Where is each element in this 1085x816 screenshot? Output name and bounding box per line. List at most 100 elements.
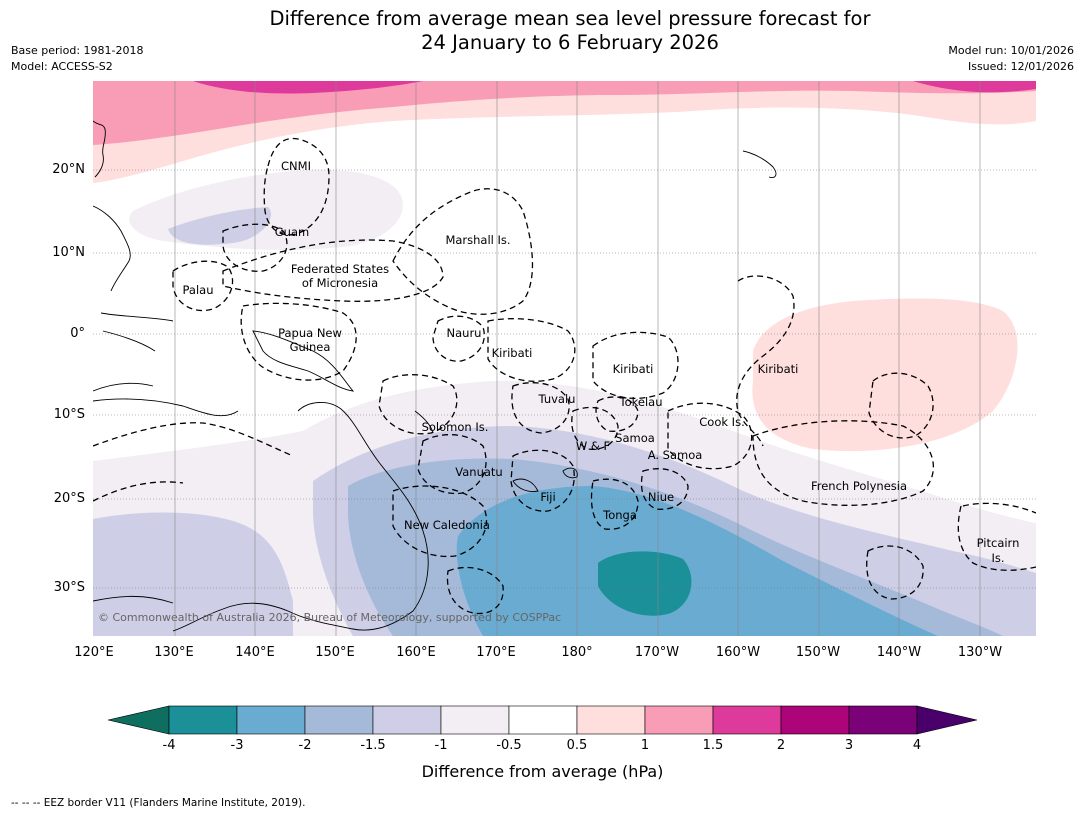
lat-label-10s: 10°S	[53, 407, 85, 422]
colorbar-tick-label: 1	[640, 738, 650, 753]
label-niue: Niue	[648, 490, 674, 504]
eez-pitcairn	[957, 502, 1036, 571]
eez-fiji	[510, 449, 575, 512]
label-palau: Palau	[183, 283, 214, 297]
label-guam: Guam	[275, 225, 309, 239]
colorbar-tick-label: 4	[912, 738, 922, 753]
colorbar-cell	[576, 705, 646, 735]
colorbar-cell	[372, 705, 442, 735]
colorbar-cell	[848, 705, 918, 735]
base-period: Base period: 1981-2018	[11, 44, 144, 57]
lon-label-130e: 130°E	[154, 645, 194, 660]
colorbar-cell	[304, 705, 374, 735]
coast-philippines	[93, 205, 131, 292]
eez-australia-ne	[93, 481, 184, 502]
label-french-polynesia: French Polynesia	[811, 479, 907, 493]
label-tuvalu: Tuvalu	[538, 392, 576, 406]
eez-kiribati-line	[736, 275, 795, 447]
coast-indonesia	[93, 312, 174, 392]
colorbar-tick-label: -1	[434, 738, 448, 753]
eez-palau	[172, 260, 234, 312]
lon-label-160w: 160°W	[715, 645, 761, 660]
eez-cook	[667, 402, 753, 470]
label-fiji: Fiji	[540, 490, 555, 504]
eez-marquesas	[868, 372, 934, 439]
model-run: Model run: 10/01/2026	[948, 44, 1074, 57]
map-title: Difference from average mean sea level p…	[0, 7, 1085, 55]
lon-label-130w: 130°W	[957, 645, 1003, 660]
lat-label-0: 0°	[70, 326, 85, 341]
lon-label-160e: 160°E	[396, 645, 436, 660]
colorbar-tick-label: -1.5	[360, 738, 386, 753]
label-png-2: Guinea	[290, 340, 331, 354]
label-pitcairn-1: Pitcairn	[977, 536, 1020, 550]
lon-label-150e: 150°E	[315, 645, 355, 660]
meta-right: Model run: 10/01/2026 Issued: 12/01/2026	[948, 43, 1074, 75]
eez-borders	[93, 137, 1036, 615]
colorbar-extend-high	[916, 705, 978, 735]
colorbar-cells	[107, 705, 978, 735]
lat-label-20n: 20°N	[52, 162, 85, 177]
issued-date: Issued: 12/01/2026	[967, 60, 1074, 73]
colorbar-cell	[780, 705, 850, 735]
coast-taiwan	[93, 120, 106, 178]
colorbar	[107, 705, 978, 735]
lat-label-10n: 10°N	[52, 245, 85, 260]
colorbar-cell	[508, 705, 578, 735]
region-labels: CNMI Guam Marshall Is. Federated States …	[183, 159, 1020, 565]
lon-label-120e: 120°E	[74, 645, 114, 660]
eez-niue	[640, 468, 689, 510]
lat-label-20s: 20°S	[53, 491, 85, 506]
label-png-1: Papua New	[278, 326, 342, 340]
coast-hawaii	[742, 150, 777, 178]
title-line-1: Difference from average mean sea level p…	[269, 7, 871, 30]
eez-austral	[866, 545, 924, 600]
label-nauru: Nauru	[447, 326, 482, 340]
coast-australia-north	[93, 398, 239, 417]
colorbar-cell	[644, 705, 714, 735]
copyright-note: © Commonwealth of Australia 2026, Bureau…	[98, 611, 561, 624]
shade-1p5-2-ne	[913, 81, 1036, 93]
latitude-gridlines	[93, 169, 1036, 589]
colorbar-cell	[236, 705, 306, 735]
model-name: Model: ACCESS-S2	[11, 60, 113, 73]
pressure-anomaly-map: CNMI Guam Marshall Is. Federated States …	[93, 81, 1036, 636]
label-cnmi: CNMI	[281, 159, 311, 173]
shade-1-1p5-north	[93, 81, 1036, 145]
colorbar-tick-label: 3	[844, 738, 854, 753]
label-cook: Cook Is.	[699, 415, 744, 429]
lon-label-170w: 170°W	[634, 645, 680, 660]
label-micronesia-2: of Micronesia	[302, 276, 378, 290]
coast-australia-east	[172, 402, 429, 632]
coast-new-guinea	[252, 330, 355, 392]
colorbar-extend-low	[107, 705, 170, 735]
colorbar-tick-label: 2	[776, 738, 786, 753]
colorbar-cell	[440, 705, 510, 735]
coast-fiji	[562, 467, 578, 479]
title-line-2: 24 January to 6 February 2026	[421, 31, 719, 54]
label-kiribati-west: Kiribati	[492, 346, 533, 360]
label-wallis-futuna: W & F	[576, 439, 610, 453]
label-tonga: Tonga	[602, 508, 637, 522]
coast-solomons	[414, 410, 434, 434]
lon-label-140e: 140°E	[235, 645, 275, 660]
shade-minus1-minus1p5-sw	[93, 512, 293, 636]
colorbar-cell	[712, 705, 782, 735]
eez-nauru	[432, 315, 485, 362]
colorbar-tick-label: -0.5	[496, 738, 522, 753]
eez-new-caledonia	[392, 485, 488, 558]
shade-minus3-minus4-south	[598, 551, 692, 616]
label-solomon: Solomon Is.	[422, 420, 489, 434]
label-marshall: Marshall Is.	[445, 233, 510, 247]
colorbar-cell	[168, 705, 238, 735]
eez-footnote: -- -- -- EEZ border V11 (Flanders Marine…	[11, 797, 306, 809]
label-tokelau: Tokelau	[619, 395, 663, 409]
label-american-samoa: A. Samoa	[648, 448, 703, 462]
lon-label-180: 180°	[561, 645, 593, 660]
eez-solomon	[378, 374, 458, 435]
eez-australia-north	[93, 422, 294, 457]
eez-tuvalu	[511, 382, 570, 434]
coastlines	[93, 120, 777, 632]
label-vanuatu: Vanuatu	[455, 465, 502, 479]
colorbar-title: Difference from average (hPa)	[421, 762, 664, 781]
